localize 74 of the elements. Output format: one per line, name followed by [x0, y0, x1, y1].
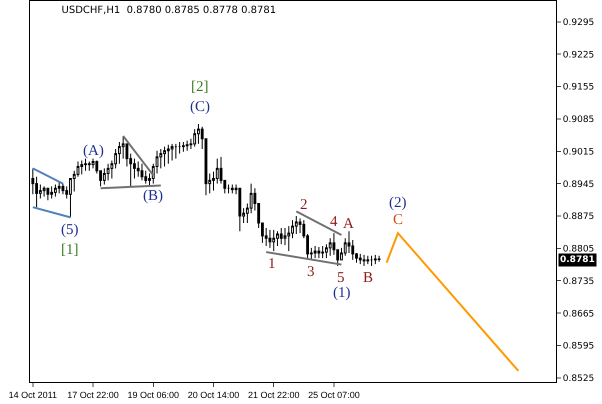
candlestick	[163, 146, 166, 168]
candlestick	[182, 142, 185, 152]
candlestick	[366, 255, 370, 265]
y-tick-label: 0.9295	[562, 18, 594, 28]
chart-title: USDCHF,H1 0.8780 0.8785 0.8778 0.8781	[62, 5, 276, 16]
y-tick-label: 0.9015	[562, 147, 594, 158]
candlestick	[140, 163, 144, 181]
candlestick	[378, 255, 381, 262]
candlestick	[178, 142, 182, 154]
x-tick-label: 17 Oct 22:00	[67, 390, 119, 400]
y-tick-label: 0.8595	[562, 342, 594, 352]
annotation: A	[343, 216, 354, 232]
annotation: (C)	[190, 99, 210, 115]
annotation: 4	[330, 214, 338, 230]
annotation: (1)	[333, 285, 350, 301]
annotation: (B)	[143, 188, 163, 204]
candlestick	[238, 188, 242, 232]
annotation: 1	[268, 256, 276, 272]
candlestick	[170, 143, 174, 162]
candlestick	[54, 184, 57, 198]
candlestick	[62, 183, 64, 195]
y-tick-label: 0.8805	[562, 244, 594, 255]
annotation: (2)	[389, 195, 406, 211]
candlestick	[174, 143, 178, 160]
x-tick-label: 21 Oct 22:00	[248, 390, 300, 400]
annotation: 5	[337, 270, 344, 286]
annotation: B	[363, 270, 374, 286]
y-tick-label: 0.9225	[562, 50, 594, 60]
candlestick	[88, 160, 91, 172]
text: 0.8781	[560, 255, 595, 265]
candlestick	[321, 246, 324, 259]
annotation: 3	[307, 264, 314, 280]
candlestick	[272, 229, 276, 252]
y-tick-label: 0.9085	[562, 115, 594, 126]
y-tick-label: 0.9155	[562, 82, 594, 93]
y-tick-label: 0.8735	[562, 276, 594, 287]
candlestick	[50, 186, 54, 199]
candlestick	[362, 254, 366, 266]
candlestick	[186, 140, 189, 152]
candlestick	[106, 163, 110, 181]
y-tick-label: 0.8945	[562, 180, 594, 190]
candlestick	[294, 216, 298, 235]
candlestick	[80, 160, 84, 175]
y-tick-label: 0.8525	[562, 374, 594, 384]
candlestick	[370, 255, 373, 266]
x-tick-label: 19 Oct 06:00	[127, 390, 180, 400]
candlestick	[84, 158, 87, 172]
annotation: 2	[300, 197, 308, 213]
candlestick	[314, 246, 317, 259]
candlestick	[268, 229, 272, 248]
candlestick	[374, 254, 377, 265]
candlestick	[276, 230, 279, 247]
annotation: C	[393, 212, 404, 228]
candlestick	[317, 246, 320, 259]
annotation: [2]	[191, 79, 208, 95]
y-tick-label: 0.8665	[562, 309, 594, 320]
x-tick-label: 25 Oct 07:00	[308, 390, 360, 400]
candlestick	[166, 144, 170, 164]
candlestick	[136, 160, 140, 178]
candlestick	[58, 180, 61, 194]
candlestick	[230, 184, 234, 194]
candlestick	[280, 228, 283, 245]
candlestick	[46, 188, 50, 201]
annotation: (A)	[83, 143, 104, 159]
x-tick-label: 14 Oct 2011	[8, 390, 58, 400]
annotation: [1]	[61, 242, 78, 258]
x-tick-label: 20 Oct 14:00	[188, 390, 240, 400]
annotation: (5)	[61, 222, 78, 238]
candlestick	[102, 168, 106, 186]
candlestick	[42, 186, 46, 198]
y-tick-label: 0.8875	[562, 212, 594, 222]
candlestick	[358, 253, 362, 265]
candlestick	[227, 184, 230, 194]
candlestick	[298, 218, 302, 234]
